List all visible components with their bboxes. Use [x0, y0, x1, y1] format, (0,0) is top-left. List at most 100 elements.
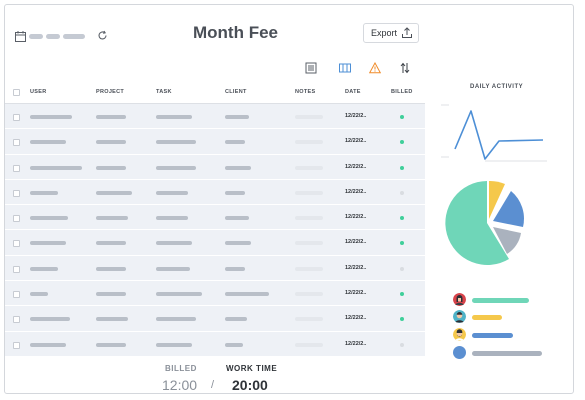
project-placeholder — [96, 140, 126, 145]
project-placeholder — [96, 342, 126, 347]
column-header-date[interactable]: DATE — [345, 89, 361, 95]
task-placeholder — [156, 317, 196, 322]
task-placeholder — [156, 216, 188, 221]
row-checkbox[interactable] — [13, 291, 20, 299]
row-checkbox[interactable] — [13, 139, 20, 147]
row-checkbox[interactable] — [13, 114, 20, 121]
legend-bar-green — [472, 298, 529, 303]
table-row[interactable]: 12/22/2.. — [5, 205, 425, 231]
row-checkbox[interactable] — [13, 240, 20, 248]
table-row[interactable]: 12/22/2.. — [5, 331, 425, 357]
table-row[interactable]: 12/22/2.. — [5, 306, 425, 332]
legend-bar-gray — [472, 351, 542, 356]
task-placeholder — [156, 292, 202, 297]
table-row[interactable]: 12/22/2.. — [5, 255, 425, 282]
unbilled-status-dot — [400, 266, 404, 271]
column-header-billed[interactable]: BILLED — [391, 89, 413, 95]
row-checkbox[interactable] — [13, 215, 20, 223]
notes-placeholder — [295, 140, 323, 145]
time-entries-table: USER PROJECT TASK CLIENT NOTES DATE BILL… — [5, 81, 425, 357]
date-range-placeholder-3[interactable] — [63, 34, 85, 39]
column-header-task[interactable]: TASK — [156, 89, 172, 95]
project-placeholder — [96, 115, 126, 119]
pie-slice-blue — [493, 191, 524, 227]
table-body: 12/22/2.. 12/22/2.. 12/22/2.. 12/22/2.. 12/2… — [5, 104, 425, 357]
row-date: 12/22/2.. — [345, 188, 367, 195]
billed-label: BILLED — [165, 364, 197, 373]
column-header-client[interactable]: CLIENT — [225, 89, 247, 95]
table-row[interactable]: 12/22/2.. — [5, 230, 425, 256]
table-row[interactable]: 12/22/2.. — [5, 104, 425, 130]
totals-footer: BILLED 12:00 / WORK TIME 20:00 — [5, 357, 425, 395]
row-date: 12/22/2.. — [345, 214, 367, 221]
row-checkbox[interactable] — [13, 265, 20, 273]
row-date: 12/22/2.. — [345, 340, 367, 347]
calendar-icon[interactable] — [15, 31, 26, 42]
date-range-placeholder-2[interactable] — [46, 34, 60, 39]
project-placeholder — [96, 241, 126, 246]
user-placeholder — [30, 216, 68, 221]
user-placeholder — [30, 342, 66, 347]
row-checkbox[interactable] — [13, 341, 20, 349]
row-checkbox[interactable] — [13, 164, 20, 172]
project-placeholder — [96, 165, 126, 170]
task-placeholder — [156, 190, 188, 195]
billed-status-dot — [400, 241, 404, 246]
column-header-project[interactable]: PROJECT — [96, 89, 125, 95]
billed-status-dot — [400, 115, 404, 119]
row-checkbox[interactable] — [13, 316, 20, 324]
warning-icon[interactable] — [369, 62, 381, 74]
table-row[interactable]: 12/22/2.. — [5, 281, 425, 307]
client-placeholder — [225, 165, 251, 170]
pie-slice-yellow — [489, 180, 505, 219]
columns-icon[interactable] — [339, 62, 351, 74]
top-bar: Month Fee Export — [5, 5, 430, 74]
legend-bar-yellow — [472, 315, 502, 320]
notes-placeholder — [295, 342, 323, 347]
client-placeholder — [225, 241, 251, 246]
work-time-label: WORK TIME — [226, 364, 278, 373]
project-placeholder — [96, 266, 126, 271]
user-placeholder — [30, 317, 70, 322]
notes-placeholder — [295, 241, 323, 246]
task-placeholder — [156, 115, 192, 119]
list-icon[interactable] — [305, 62, 317, 74]
totals-separator: / — [211, 379, 215, 391]
refresh-icon[interactable] — [97, 30, 108, 41]
daily-activity-line-chart — [441, 104, 547, 162]
client-placeholder — [225, 292, 269, 297]
table-header: USER PROJECT TASK CLIENT NOTES DATE BILL… — [5, 81, 425, 104]
row-date: 12/22/2.. — [345, 264, 367, 271]
billed-value: 12:00 — [162, 377, 198, 393]
row-date: 12/22/2.. — [345, 315, 367, 322]
task-placeholder — [156, 342, 192, 347]
task-placeholder — [156, 165, 196, 170]
select-all-checkbox[interactable] — [13, 89, 20, 96]
export-button[interactable]: Export — [363, 23, 419, 43]
page-title: Month Fee — [193, 23, 278, 42]
client-placeholder — [225, 115, 249, 119]
client-placeholder — [225, 266, 245, 271]
table-row[interactable]: 12/22/2.. — [5, 179, 425, 206]
notes-placeholder — [295, 190, 323, 195]
row-checkbox[interactable] — [13, 189, 20, 197]
billed-status-dot — [400, 140, 404, 145]
table-row[interactable]: 12/22/2.. — [5, 129, 425, 155]
task-placeholder — [156, 140, 196, 145]
column-header-notes[interactable]: NOTES — [295, 89, 316, 95]
avatar-blank-icon — [453, 346, 466, 359]
project-placeholder — [96, 190, 132, 195]
billed-status-dot — [400, 165, 404, 170]
user-placeholder — [30, 190, 58, 195]
date-range-placeholder-1[interactable] — [29, 34, 43, 39]
work-time-value: 20:00 — [232, 377, 268, 393]
sort-icon[interactable] — [399, 62, 411, 74]
user-placeholder — [30, 292, 48, 297]
notes-placeholder — [295, 266, 323, 271]
row-date: 12/22/2.. — [345, 163, 367, 170]
unbilled-status-dot — [400, 190, 404, 195]
user-placeholder — [30, 241, 66, 246]
table-row[interactable]: 12/22/2.. — [5, 154, 425, 180]
column-header-user[interactable]: USER — [30, 89, 47, 95]
notes-placeholder — [295, 115, 323, 119]
